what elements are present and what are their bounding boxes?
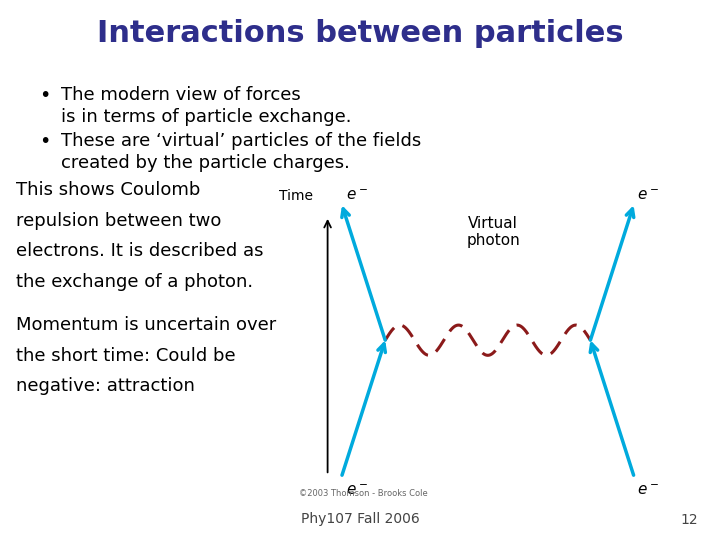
Text: •: • <box>40 86 51 105</box>
Text: repulsion between two: repulsion between two <box>16 212 221 230</box>
Text: $e^-$: $e^-$ <box>637 187 660 202</box>
Text: 12: 12 <box>681 512 698 526</box>
Text: the short time: Could be: the short time: Could be <box>16 347 235 364</box>
Text: Virtual
photon: Virtual photon <box>467 216 520 248</box>
Text: created by the particle charges.: created by the particle charges. <box>61 154 350 172</box>
Text: Phy107 Fall 2006: Phy107 Fall 2006 <box>301 512 419 526</box>
Text: electrons. It is described as: electrons. It is described as <box>16 242 264 260</box>
Text: negative: attraction: negative: attraction <box>16 377 194 395</box>
Text: Momentum is uncertain over: Momentum is uncertain over <box>16 316 276 334</box>
Text: $e^-$: $e^-$ <box>346 483 368 498</box>
Text: is in terms of particle exchange.: is in terms of particle exchange. <box>61 108 351 126</box>
Text: $e^-$: $e^-$ <box>346 187 368 202</box>
Text: These are ‘virtual’ particles of the fields: These are ‘virtual’ particles of the fie… <box>61 132 421 150</box>
Text: The modern view of forces: The modern view of forces <box>61 86 301 104</box>
Text: •: • <box>40 132 51 151</box>
Text: the exchange of a photon.: the exchange of a photon. <box>16 273 253 291</box>
Text: Time: Time <box>279 188 313 202</box>
Text: ©2003 Thomson - Brooks Cole: ©2003 Thomson - Brooks Cole <box>300 489 428 498</box>
Text: Interactions between particles: Interactions between particles <box>96 19 624 48</box>
Text: This shows Coulomb: This shows Coulomb <box>16 181 200 199</box>
Text: $e^-$: $e^-$ <box>637 483 660 498</box>
